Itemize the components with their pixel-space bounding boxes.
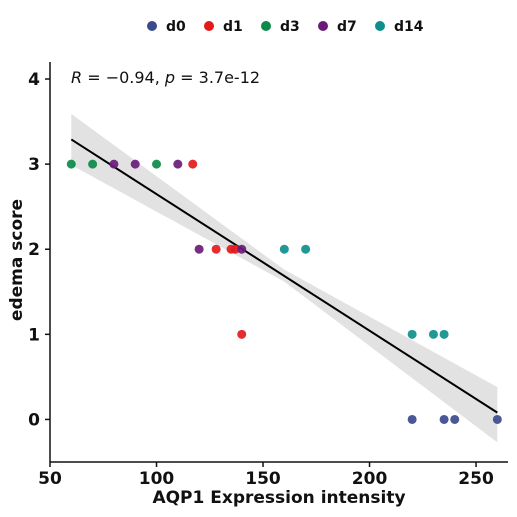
legend-marker-d0	[147, 21, 157, 31]
x-axis-title: AQP1 Expression intensity	[152, 488, 405, 508]
y-tick-label: 3	[28, 155, 40, 175]
legend-label-d3: d3	[280, 19, 300, 35]
legend-label-d7: d7	[337, 19, 357, 35]
legend: d0 d1 d3 d7 d14	[147, 19, 424, 35]
plot-area	[66, 113, 502, 443]
legend-marker-d3	[261, 21, 271, 31]
point-d3	[88, 159, 98, 169]
point-d1	[188, 159, 198, 169]
r-symbol: R	[71, 68, 82, 87]
point-d7	[194, 244, 204, 254]
point-d1	[211, 244, 221, 254]
correlation-annotation: R = −0.94, p = 3.7e-12	[71, 68, 260, 87]
legend-marker-d14	[375, 21, 385, 31]
axes: 50 100 150 200 250 0 1 2 3 4	[28, 62, 508, 489]
confidence-band	[71, 113, 498, 443]
legend-marker-d7	[318, 21, 328, 31]
r-value: = −0.94,	[82, 68, 165, 87]
y-axis-title: edema score	[7, 199, 27, 321]
point-d14	[428, 329, 438, 339]
point-d7	[130, 159, 140, 169]
legend-label-d1: d1	[223, 19, 243, 35]
point-d14	[407, 329, 417, 339]
point-d1	[237, 329, 247, 339]
point-d7	[109, 159, 119, 169]
y-tick-label: 2	[28, 240, 40, 260]
point-d0	[439, 414, 449, 424]
x-tick-label: 100	[139, 469, 175, 489]
legend-label-d14: d14	[394, 19, 424, 35]
point-d14	[439, 329, 449, 339]
point-d7	[173, 159, 183, 169]
regression-line	[70, 138, 498, 414]
point-d0	[492, 414, 502, 424]
point-d3	[152, 159, 162, 169]
x-tick-label: 250	[458, 469, 494, 489]
point-d14	[279, 244, 289, 254]
point-d0	[407, 414, 417, 424]
y-ticks: 0 1 2 3 4	[28, 70, 50, 430]
point-d7	[237, 244, 247, 254]
y-tick-label: 1	[28, 325, 40, 345]
x-tick-label: 200	[352, 469, 388, 489]
data-points	[66, 159, 502, 424]
point-d0	[450, 414, 460, 424]
y-tick-label: 4	[28, 70, 40, 90]
x-tick-label: 50	[38, 469, 62, 489]
legend-marker-d1	[204, 21, 214, 31]
point-d1	[230, 244, 240, 254]
y-tick-label: 0	[28, 410, 40, 430]
point-d3	[66, 159, 76, 169]
p-value: = 3.7e-12	[175, 68, 260, 87]
legend-label-d0: d0	[166, 19, 186, 35]
p-symbol: p	[164, 68, 175, 87]
x-ticks: 50 100 150 200 250	[38, 462, 494, 489]
point-d14	[301, 244, 311, 254]
x-tick-label: 150	[245, 469, 281, 489]
